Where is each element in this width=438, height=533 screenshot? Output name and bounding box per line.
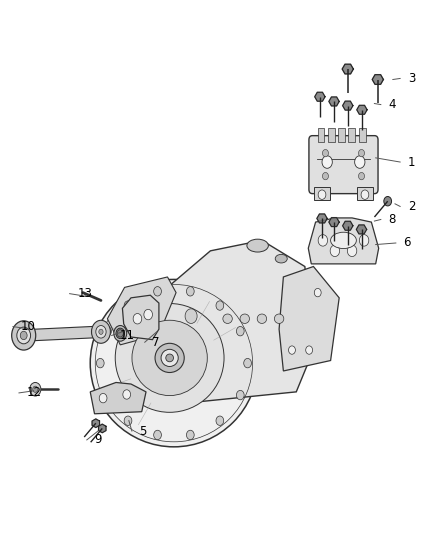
Circle shape [306, 346, 313, 354]
Circle shape [133, 313, 142, 324]
Circle shape [96, 358, 104, 368]
Circle shape [116, 328, 124, 338]
Circle shape [347, 245, 357, 256]
Ellipse shape [166, 354, 173, 362]
Circle shape [244, 358, 251, 368]
Circle shape [322, 173, 328, 180]
Circle shape [99, 393, 107, 403]
Polygon shape [24, 326, 101, 341]
Polygon shape [343, 221, 353, 230]
Text: 12: 12 [27, 386, 42, 399]
Circle shape [355, 156, 365, 168]
Polygon shape [317, 214, 327, 223]
Circle shape [322, 156, 332, 168]
Polygon shape [159, 240, 314, 402]
Circle shape [237, 327, 244, 336]
Bar [359, 128, 366, 142]
Bar [328, 128, 335, 142]
Bar [338, 128, 345, 142]
Circle shape [359, 235, 369, 246]
Circle shape [358, 173, 364, 180]
Circle shape [322, 149, 328, 157]
Polygon shape [123, 295, 159, 340]
Circle shape [104, 327, 111, 336]
Circle shape [12, 321, 36, 350]
FancyBboxPatch shape [309, 136, 378, 193]
Circle shape [154, 430, 161, 440]
Circle shape [314, 288, 321, 297]
Polygon shape [107, 277, 176, 345]
Circle shape [187, 430, 194, 440]
Polygon shape [308, 218, 379, 264]
Circle shape [17, 327, 31, 344]
Circle shape [124, 301, 132, 310]
Circle shape [318, 190, 326, 199]
Circle shape [123, 390, 131, 399]
Text: 4: 4 [389, 98, 396, 111]
Text: 5: 5 [140, 425, 147, 438]
Ellipse shape [161, 349, 178, 367]
Circle shape [96, 326, 106, 338]
Text: 10: 10 [21, 320, 35, 333]
Circle shape [216, 416, 224, 425]
Circle shape [33, 386, 38, 392]
Circle shape [124, 416, 132, 425]
Circle shape [358, 149, 364, 157]
Text: 11: 11 [120, 329, 134, 342]
Text: 6: 6 [403, 237, 411, 249]
Circle shape [330, 245, 339, 256]
Circle shape [92, 320, 110, 343]
Polygon shape [329, 217, 339, 227]
Polygon shape [99, 424, 106, 433]
Ellipse shape [115, 303, 224, 413]
Text: 3: 3 [408, 72, 415, 85]
Ellipse shape [155, 343, 184, 373]
Polygon shape [343, 101, 353, 110]
Circle shape [289, 346, 295, 354]
Text: 2: 2 [408, 200, 415, 213]
Polygon shape [342, 64, 353, 74]
Ellipse shape [257, 314, 267, 324]
Polygon shape [279, 266, 339, 371]
Ellipse shape [90, 279, 258, 447]
Polygon shape [357, 106, 367, 114]
Circle shape [30, 383, 41, 396]
Polygon shape [372, 75, 383, 84]
Circle shape [114, 326, 127, 341]
Text: 9: 9 [95, 433, 102, 447]
Ellipse shape [275, 254, 287, 263]
Circle shape [20, 332, 27, 340]
Circle shape [144, 309, 152, 320]
Ellipse shape [247, 239, 268, 252]
Circle shape [99, 329, 103, 334]
Text: 8: 8 [389, 213, 396, 226]
Circle shape [187, 287, 194, 296]
Ellipse shape [331, 232, 357, 248]
Circle shape [154, 287, 161, 296]
Bar [357, 187, 373, 200]
Circle shape [104, 390, 111, 400]
Circle shape [117, 330, 123, 337]
Polygon shape [329, 97, 339, 106]
Ellipse shape [132, 320, 207, 395]
Bar [314, 187, 330, 200]
Ellipse shape [274, 314, 284, 324]
Polygon shape [357, 225, 367, 234]
Circle shape [216, 301, 224, 310]
Ellipse shape [240, 314, 250, 324]
Bar [348, 128, 355, 142]
Circle shape [237, 390, 244, 400]
Circle shape [318, 235, 328, 246]
Bar [318, 128, 325, 142]
Polygon shape [92, 419, 99, 427]
Ellipse shape [223, 314, 232, 324]
Text: 7: 7 [152, 336, 160, 349]
Polygon shape [90, 383, 146, 414]
Circle shape [361, 190, 369, 199]
Polygon shape [315, 92, 325, 101]
Circle shape [384, 197, 392, 206]
Text: 13: 13 [78, 287, 92, 300]
Circle shape [185, 309, 197, 324]
Text: 1: 1 [408, 156, 415, 168]
